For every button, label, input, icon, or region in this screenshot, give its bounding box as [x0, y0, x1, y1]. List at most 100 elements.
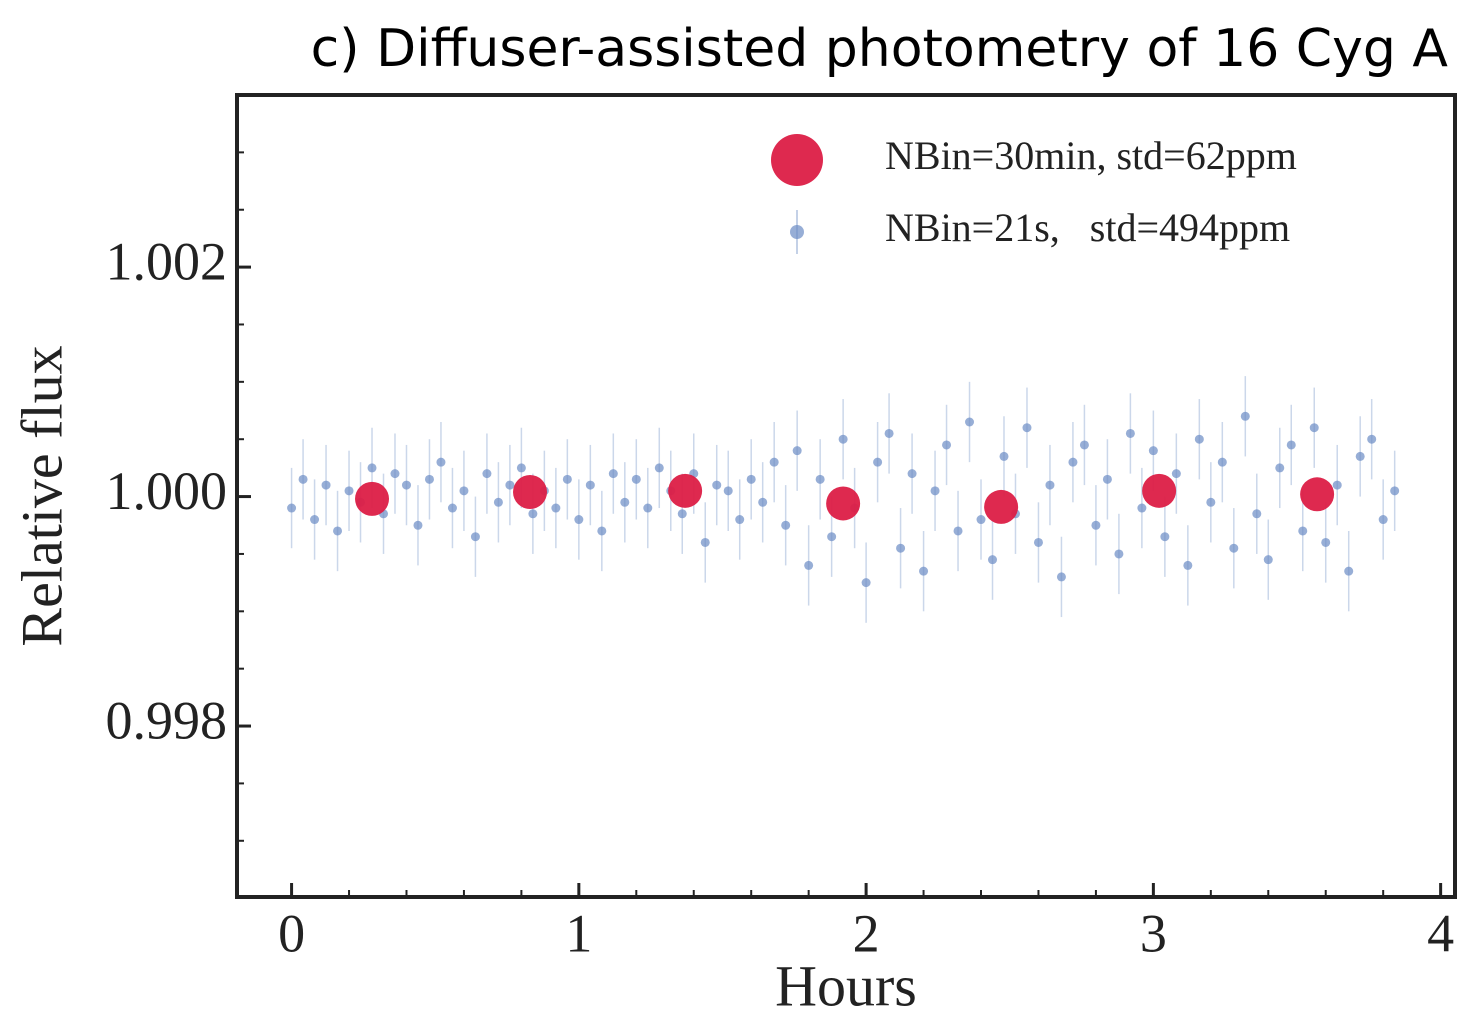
point [390, 469, 400, 479]
x-tick-label: 4 [1427, 903, 1454, 963]
point [677, 509, 687, 519]
point [447, 503, 457, 513]
point [1114, 549, 1124, 559]
point [1275, 463, 1285, 473]
x-tick-label: 3 [1140, 903, 1167, 963]
point [1252, 509, 1262, 519]
point [654, 463, 664, 473]
x-tick-label: 0 [278, 903, 305, 963]
point [838, 434, 848, 444]
point [1033, 537, 1043, 547]
point [1068, 457, 1078, 467]
legend-label: NBin=30min, std=62ppm [885, 133, 1297, 178]
point [1091, 520, 1101, 530]
point [781, 520, 791, 530]
plot-area [287, 376, 1400, 623]
point [896, 543, 906, 553]
point [1344, 566, 1354, 576]
point [942, 440, 952, 450]
binned-point [1300, 477, 1335, 512]
point [861, 578, 871, 588]
chart-title: c) Diffuser-assisted photometry of 16 Cy… [311, 19, 1449, 79]
point [1045, 480, 1055, 490]
point [620, 497, 630, 507]
point [769, 457, 779, 467]
point [1206, 497, 1216, 507]
point [1229, 543, 1239, 553]
point [344, 486, 354, 496]
point [723, 486, 733, 496]
x-axis-label: Hours [775, 953, 917, 1018]
point [482, 469, 492, 479]
y-tick-label: 0.998 [106, 690, 228, 750]
point [1148, 446, 1158, 456]
point [459, 486, 469, 496]
point [1263, 555, 1273, 565]
point [528, 509, 538, 519]
point [493, 497, 503, 507]
point [1298, 526, 1308, 536]
point [735, 515, 745, 525]
point [758, 497, 768, 507]
point [1137, 503, 1147, 513]
y-tick-label: 1.000 [106, 461, 228, 521]
point [1355, 451, 1365, 461]
y-tick-label: 1.002 [106, 231, 228, 291]
point [792, 446, 802, 456]
point [562, 474, 572, 484]
point [1390, 486, 1400, 496]
point [1160, 532, 1170, 542]
point [321, 480, 331, 490]
point [746, 474, 756, 484]
y-axis-label: Relative flux [9, 345, 74, 646]
binned-point [668, 473, 703, 508]
point [436, 457, 446, 467]
point [1125, 428, 1135, 438]
point [873, 457, 883, 467]
point [976, 515, 986, 525]
point [585, 480, 595, 490]
x-tick-label: 2 [853, 903, 880, 963]
binned-point [826, 486, 861, 521]
point [470, 532, 480, 542]
point [1332, 480, 1342, 490]
point [1367, 434, 1377, 444]
point [1217, 457, 1227, 467]
point [953, 526, 963, 536]
point [815, 474, 825, 484]
point [424, 474, 434, 484]
point [1171, 469, 1181, 479]
point [597, 526, 607, 536]
point [401, 480, 411, 490]
point [1194, 434, 1204, 444]
point [310, 515, 320, 525]
point [907, 469, 917, 479]
point [413, 520, 423, 530]
point [608, 469, 618, 479]
point [1022, 423, 1032, 433]
point [333, 526, 343, 536]
binned-point [513, 474, 548, 509]
point [919, 566, 929, 576]
x-tick-label: 1 [565, 903, 592, 963]
point [367, 463, 377, 473]
point [700, 537, 710, 547]
legend-marker [790, 225, 804, 239]
point [1309, 423, 1319, 433]
point [884, 428, 894, 438]
point [1321, 537, 1331, 547]
legend-marker [771, 134, 823, 186]
point [505, 480, 515, 490]
point [631, 474, 641, 484]
point [551, 503, 561, 513]
binned-point [355, 481, 390, 516]
point [1056, 572, 1066, 582]
binned-point [1142, 473, 1177, 508]
point [804, 560, 814, 570]
point [1102, 474, 1112, 484]
point [988, 555, 998, 565]
point [999, 451, 1009, 461]
point [1079, 440, 1089, 450]
